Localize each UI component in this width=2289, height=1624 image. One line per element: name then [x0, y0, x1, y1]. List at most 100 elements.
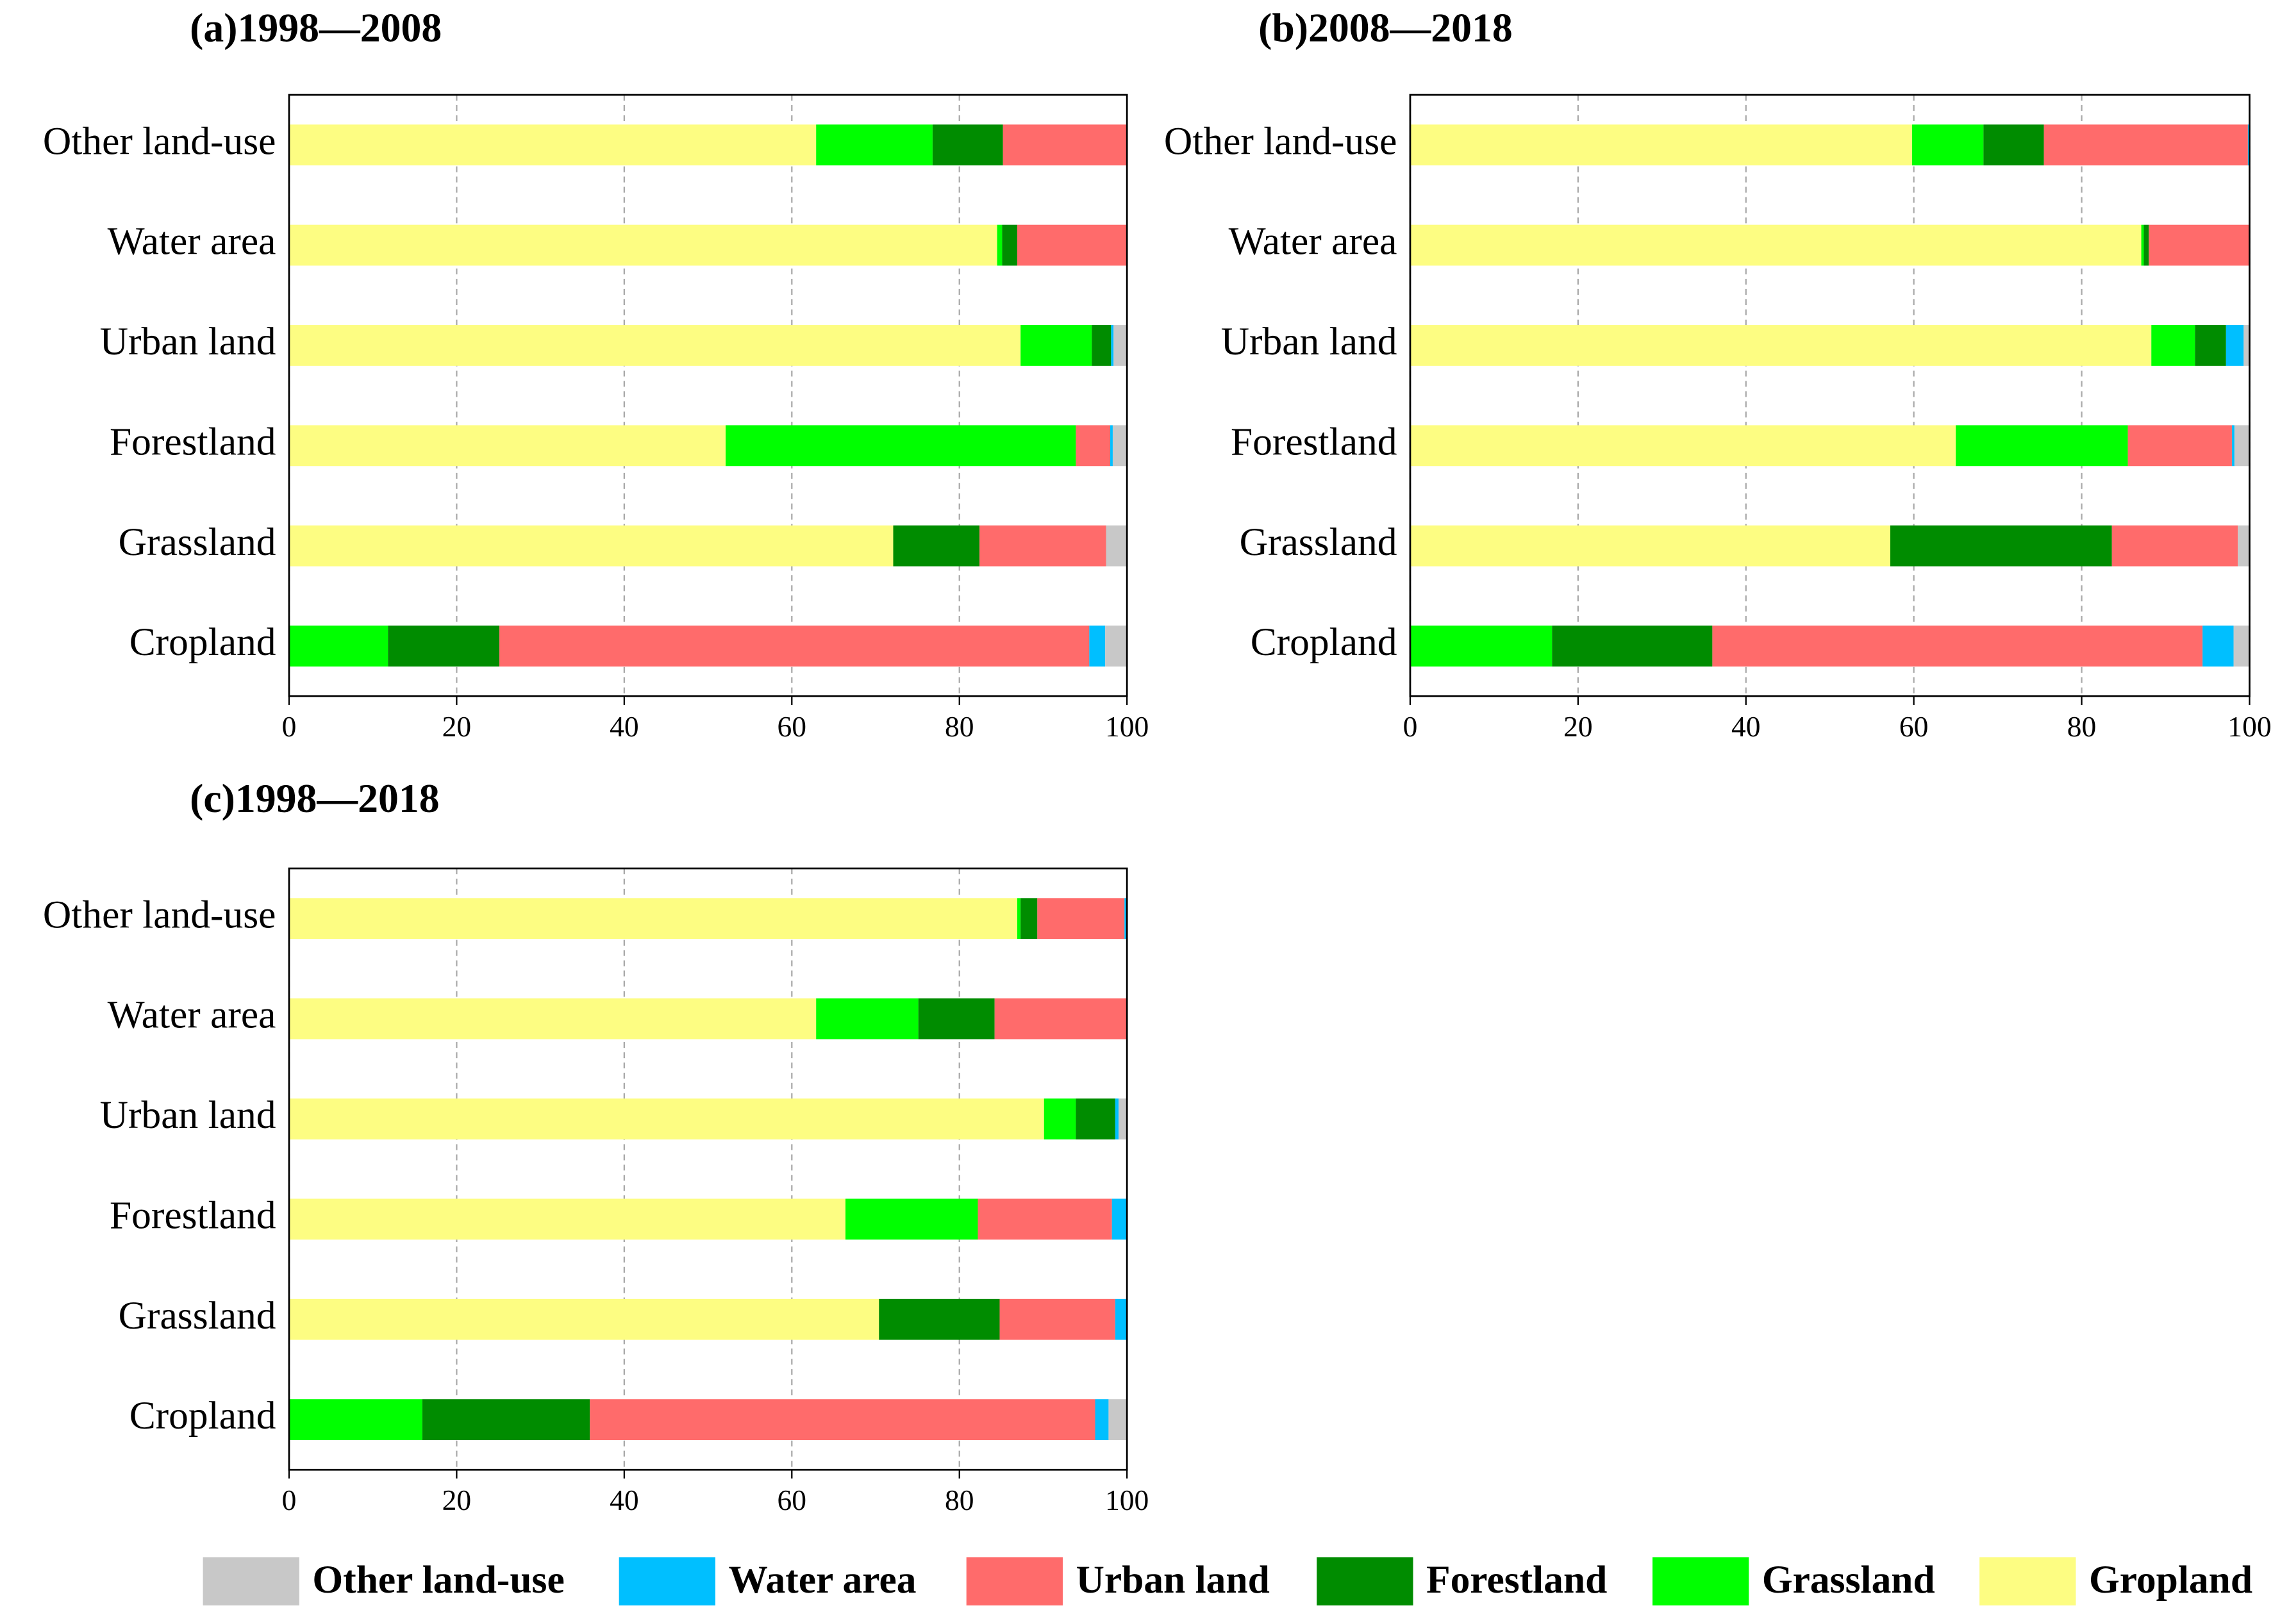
bar-segment [1108, 1399, 1128, 1440]
bar-segment [1003, 124, 1128, 166]
bar-segment [288, 425, 726, 467]
plot-frame [288, 867, 1128, 1471]
bar-segment [1020, 325, 1092, 366]
legend-swatch [1652, 1557, 1749, 1606]
bar-segment [1111, 1198, 1128, 1240]
x-tick-label: 0 [282, 710, 297, 743]
chart-title: (b)2008—2018 [1258, 5, 1513, 51]
bar-segment [1119, 1098, 1128, 1139]
bar-segment [1912, 124, 1984, 166]
bar-segment [1112, 425, 1128, 467]
y-tick-label: Other land-use [43, 893, 276, 936]
bar-segment [590, 1399, 1095, 1440]
bar-segment [1410, 425, 1956, 467]
x-tick-label: 80 [945, 710, 974, 743]
chart-title: (c)1998—2018 [190, 775, 440, 821]
y-tick-label: Other land-use [1164, 119, 1397, 163]
bar-segment [816, 998, 919, 1040]
x-tick-label: 100 [2227, 710, 2271, 743]
x-tick-label: 60 [778, 1484, 807, 1516]
bar-segment [1956, 425, 2128, 467]
y-tick-label: Urban land [100, 320, 276, 363]
legend-swatch [966, 1557, 1063, 1606]
bar-segment [893, 525, 980, 567]
bar-segment [288, 898, 1017, 940]
bar-segment [932, 124, 1003, 166]
bar-segment [1020, 898, 1038, 940]
y-tick-label: Forestland [110, 420, 276, 463]
bar-segment [2195, 325, 2226, 366]
y-tick-label: Water area [1229, 220, 1397, 263]
bar-segment [1410, 325, 2152, 366]
bar-segment [2202, 626, 2234, 667]
bar-segment [2141, 224, 2144, 266]
x-tick-label: 60 [1899, 710, 1929, 743]
bar-segment [1095, 1399, 1109, 1440]
y-tick-label: Water area [108, 993, 276, 1037]
bar-segment [288, 1298, 879, 1340]
bar-segment [1076, 425, 1111, 467]
bar-segment [726, 425, 1076, 467]
bar-segment [1017, 224, 1128, 266]
bar-segment [288, 224, 997, 266]
bar-segment [1890, 525, 2112, 567]
y-tick-label: Water area [108, 220, 276, 263]
bar-segment [288, 325, 1021, 366]
x-tick-label: 0 [1403, 710, 1418, 743]
y-tick-label: Urban land [100, 1093, 276, 1137]
legend-swatch [619, 1557, 715, 1606]
bar-segment [288, 998, 817, 1040]
x-tick-label: 20 [442, 1484, 472, 1516]
x-tick-label: 40 [610, 710, 639, 743]
bar-segment [994, 998, 1128, 1040]
y-tick-label: Forestland [1231, 420, 1397, 463]
x-tick-label: 100 [1105, 1484, 1149, 1516]
bar-segment [288, 525, 894, 567]
y-tick-label: Cropland [129, 620, 276, 664]
bar-segment [2234, 425, 2250, 467]
bar-segment [1552, 626, 1713, 667]
bar-segment [2226, 325, 2244, 366]
bar-segment [1044, 1098, 1076, 1139]
bar-segment [1017, 898, 1021, 940]
legend-swatch [1979, 1557, 2076, 1606]
bar-segment [1037, 898, 1125, 940]
x-tick-label: 20 [442, 710, 472, 743]
bar-segment [288, 124, 817, 166]
bar-segment [2127, 425, 2232, 467]
legend-swatch [1317, 1557, 1413, 1606]
y-tick-label: Grassland [119, 1294, 276, 1338]
bar-segment [816, 124, 933, 166]
x-tick-label: 80 [945, 1484, 974, 1516]
bar-segment [999, 1298, 1115, 1340]
bar-segment [879, 1298, 1000, 1340]
bar-segment [978, 1198, 1112, 1240]
bar-segment [422, 1399, 590, 1440]
x-tick-label: 80 [2067, 710, 2097, 743]
y-tick-label: Grassland [1240, 520, 1397, 564]
bar-segment [288, 1098, 1044, 1139]
bar-segment [1124, 898, 1128, 940]
bar-segment [1002, 224, 1017, 266]
bar-segment [2243, 325, 2250, 366]
bar-segment [1105, 626, 1128, 667]
bar-segment [499, 626, 1090, 667]
legend-label: Other land-use [312, 1558, 564, 1602]
bar-segment [979, 525, 1106, 567]
bar-segment [388, 626, 500, 667]
bar-segment [1106, 525, 1128, 567]
bar-segment [918, 998, 995, 1040]
bar-segment [1410, 124, 1913, 166]
bar-segment [2111, 525, 2238, 567]
y-tick-label: Cropland [1251, 620, 1397, 664]
bar-segment [1410, 626, 1552, 667]
bar-segment [1712, 626, 2203, 667]
x-tick-label: 100 [1105, 710, 1149, 743]
bar-segment [2238, 525, 2250, 567]
bar-segment [1076, 1098, 1115, 1139]
bar-segment [288, 626, 388, 667]
bar-segment [1110, 425, 1113, 467]
x-tick-label: 40 [610, 1484, 639, 1516]
